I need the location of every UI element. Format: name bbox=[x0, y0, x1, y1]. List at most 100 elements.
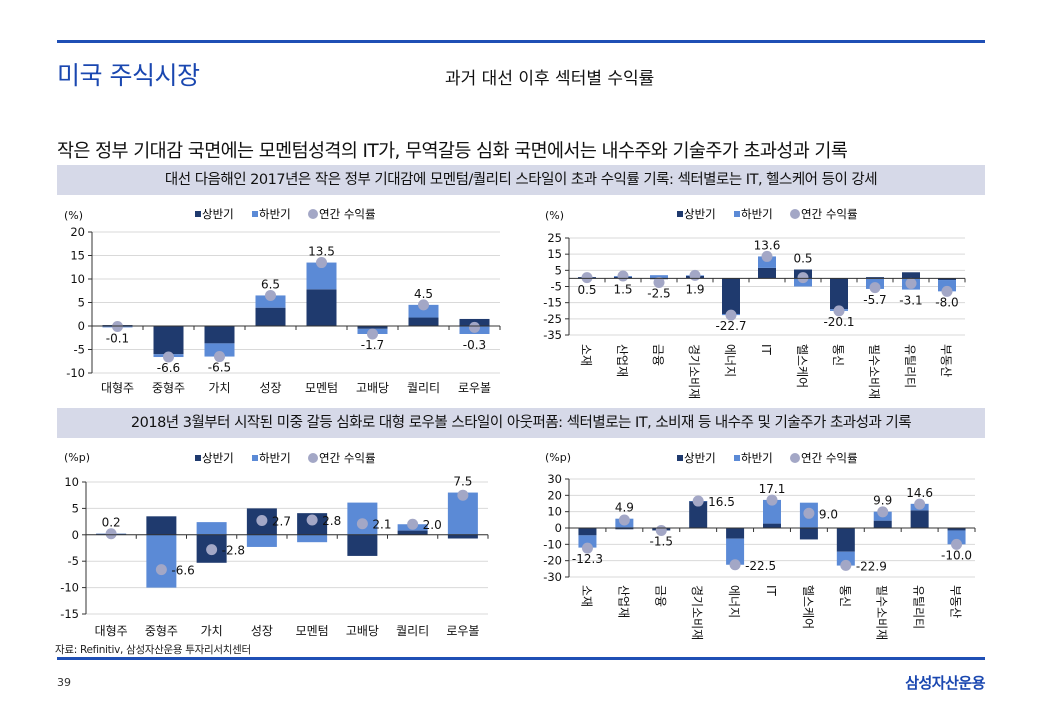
legend-label: 연간 수익률 bbox=[801, 207, 858, 221]
data-label: -0.1 bbox=[106, 331, 129, 345]
data-label: 14.6 bbox=[906, 486, 933, 500]
bar-h1 bbox=[153, 326, 184, 355]
data-label: -5.7 bbox=[863, 293, 886, 307]
y-tick-label: -20 bbox=[543, 554, 562, 568]
bar-h1 bbox=[758, 267, 776, 279]
bar-h1 bbox=[873, 520, 892, 528]
data-label: 0.2 bbox=[102, 516, 121, 530]
bar-h2 bbox=[650, 275, 668, 279]
data-label: 2.8 bbox=[322, 514, 341, 528]
bar-h2 bbox=[947, 530, 966, 545]
legend-label: 연간 수익률 bbox=[319, 451, 376, 465]
legend-label: 상반기 bbox=[202, 451, 234, 465]
x-category-label: 퀄리티 bbox=[407, 381, 440, 395]
data-label: -22.5 bbox=[745, 559, 776, 573]
legend-swatch-h2 bbox=[252, 211, 258, 217]
top-rule bbox=[57, 40, 985, 43]
annual-dot bbox=[905, 277, 917, 289]
page-subtitle: 과거 대선 이후 섹터별 수익률 bbox=[445, 69, 655, 89]
chart-1: 20 15 10 5 0 -5 -10 (%) 상반기 하반기 연간 수익률 -0.1 대형주 -6.6 중… bbox=[64, 207, 501, 395]
y-tick-label: 5 bbox=[72, 501, 79, 515]
y-tick-label: -5 bbox=[74, 343, 85, 357]
bar-h2 bbox=[146, 534, 177, 588]
annual-dot bbox=[581, 542, 593, 554]
annual-dot bbox=[869, 282, 881, 294]
x-category-label: IT bbox=[759, 344, 773, 356]
annual-dot bbox=[206, 544, 218, 556]
x-category-label: 헬스케어 bbox=[795, 344, 809, 388]
page-number: 39 bbox=[57, 676, 71, 689]
bar-h1 bbox=[397, 530, 428, 535]
legend-label: 하반기 bbox=[741, 451, 773, 465]
x-category-label: 헬스케어 bbox=[801, 585, 815, 629]
x-category-label: 필수소비재 bbox=[867, 344, 881, 399]
data-label: 9.9 bbox=[873, 494, 892, 508]
x-category-label: 금융 bbox=[651, 344, 665, 366]
y-tick-label: -15 bbox=[543, 296, 562, 310]
bar-h1 bbox=[722, 278, 740, 314]
x-category-label: 모멘텀 bbox=[296, 624, 329, 638]
y-tick-label: -5 bbox=[551, 280, 562, 294]
data-label: -1.5 bbox=[650, 534, 673, 548]
chart-3: 10 5 0 -5 -10 -15 (%p) 상반기 하반기 연간 수익률 0.2 대형주 -6.6 중형… bbox=[60, 451, 489, 638]
data-label: -6.6 bbox=[157, 361, 180, 375]
y-tick-label: -10 bbox=[60, 581, 79, 595]
source-note: 자료: Refinitiv, 삼성자산운용 투자리서치센터 bbox=[55, 644, 251, 656]
annual-dot bbox=[840, 559, 852, 571]
bar-h1 bbox=[726, 528, 745, 539]
annual-dot bbox=[407, 518, 419, 530]
y-tick-label: 15 bbox=[547, 247, 562, 261]
legend-swatch-h1 bbox=[195, 455, 201, 461]
legend: 상반기 하반기 연간 수익률 bbox=[195, 451, 376, 465]
data-label: -6.6 bbox=[171, 564, 194, 578]
data-label: -20.1 bbox=[823, 315, 854, 329]
data-label: -2.5 bbox=[647, 286, 670, 300]
brand-logo: 삼성자산운용 bbox=[905, 674, 985, 692]
x-category-label: 통신 bbox=[831, 344, 845, 366]
x-category-label: 유틸리티 bbox=[912, 585, 926, 629]
annual-dot bbox=[725, 309, 737, 321]
annual-dot bbox=[214, 351, 225, 363]
data-label: -3.1 bbox=[899, 294, 922, 308]
bar-h1 bbox=[763, 523, 781, 528]
legend-label: 연간 수익률 bbox=[319, 207, 376, 221]
chart-4: 30 20 10 0 -10 -20 -30 (%p) 상반기 하반기 연간 수익률 -12.3 소재 4… bbox=[543, 451, 976, 640]
y-unit-label: (%) bbox=[64, 209, 83, 222]
bar-h1 bbox=[866, 277, 884, 279]
x-category-label: 성장 bbox=[251, 624, 273, 638]
x-category-label: 소재 bbox=[579, 585, 593, 607]
legend-label: 연간 수익률 bbox=[801, 451, 858, 465]
annual-dot bbox=[457, 489, 469, 501]
y-tick-label: 0 bbox=[78, 319, 85, 333]
bar-h1 bbox=[799, 528, 818, 540]
x-category-label: 부동산 bbox=[939, 344, 953, 377]
y-tick-label: -30 bbox=[543, 570, 562, 584]
data-label: -10.0 bbox=[941, 548, 972, 562]
data-label: -22.7 bbox=[715, 319, 746, 333]
y-tick-label: 5 bbox=[78, 296, 85, 310]
bar-h1 bbox=[357, 326, 388, 329]
x-category-label: 부동산 bbox=[949, 585, 963, 618]
bar-h1 bbox=[615, 528, 634, 530]
data-label: 0.5 bbox=[793, 252, 812, 266]
y-tick-label: 20 bbox=[70, 225, 85, 239]
annual-dot bbox=[618, 514, 630, 526]
x-category-label: 산업재 bbox=[616, 585, 630, 618]
bar-h1 bbox=[689, 501, 708, 528]
data-label: -8.0 bbox=[935, 295, 958, 309]
annual-dot bbox=[617, 270, 629, 282]
x-category-label: 대형주 bbox=[95, 624, 128, 638]
bar-h2 bbox=[726, 538, 745, 565]
bar-h1 bbox=[255, 307, 286, 326]
bar-h1 bbox=[306, 289, 337, 326]
data-label: 2.1 bbox=[372, 518, 391, 532]
bar-h1 bbox=[910, 510, 929, 528]
annual-dot bbox=[653, 276, 665, 288]
bar-h2 bbox=[297, 534, 328, 543]
data-label: -22.9 bbox=[856, 559, 887, 573]
annual-dot bbox=[306, 514, 318, 526]
annual-dot bbox=[914, 498, 926, 510]
bar-h2 bbox=[578, 535, 597, 548]
annual-dot bbox=[692, 495, 704, 507]
legend-label: 하반기 bbox=[259, 207, 291, 221]
